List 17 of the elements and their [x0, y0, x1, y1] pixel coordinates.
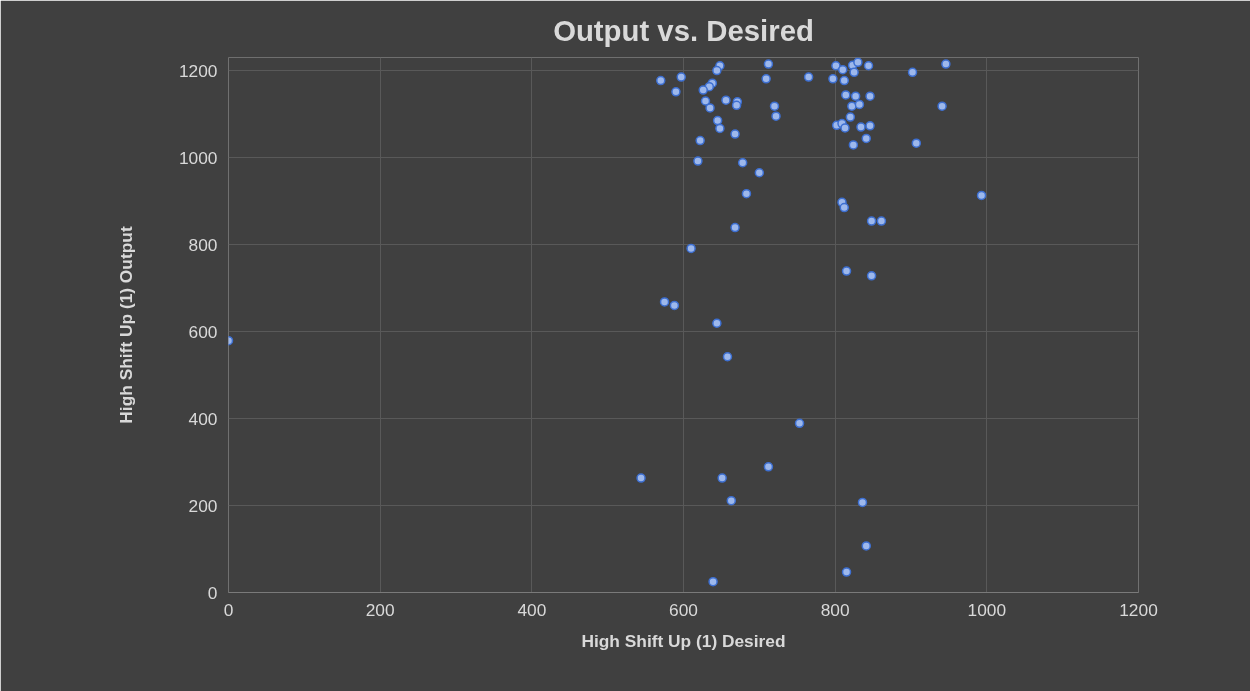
y-tick-label: 1000 [178, 147, 218, 168]
y-tick-label: 800 [188, 234, 218, 255]
y-tick-label: 200 [188, 495, 218, 516]
x-tick-label: 400 [517, 599, 547, 620]
y-axis-title: High Shift Up (1) Output [115, 226, 136, 424]
y-tick-label: 0 [207, 582, 218, 603]
x-tick-label: 1200 [1119, 599, 1158, 620]
y-tick-label: 400 [188, 408, 218, 429]
x-tick-label: 0 [223, 599, 234, 620]
y-tick-label: 1200 [178, 60, 218, 81]
y-tick-label: 600 [188, 321, 218, 342]
x-tick-label: 800 [820, 599, 850, 620]
x-tick-label: 200 [365, 599, 395, 620]
x-tick-label: 1000 [967, 599, 1007, 620]
x-axis-title: High Shift Up (1) Desired [581, 630, 786, 651]
x-tick-label: 600 [669, 599, 698, 620]
chart-title: Output vs. Desired [553, 13, 814, 47]
